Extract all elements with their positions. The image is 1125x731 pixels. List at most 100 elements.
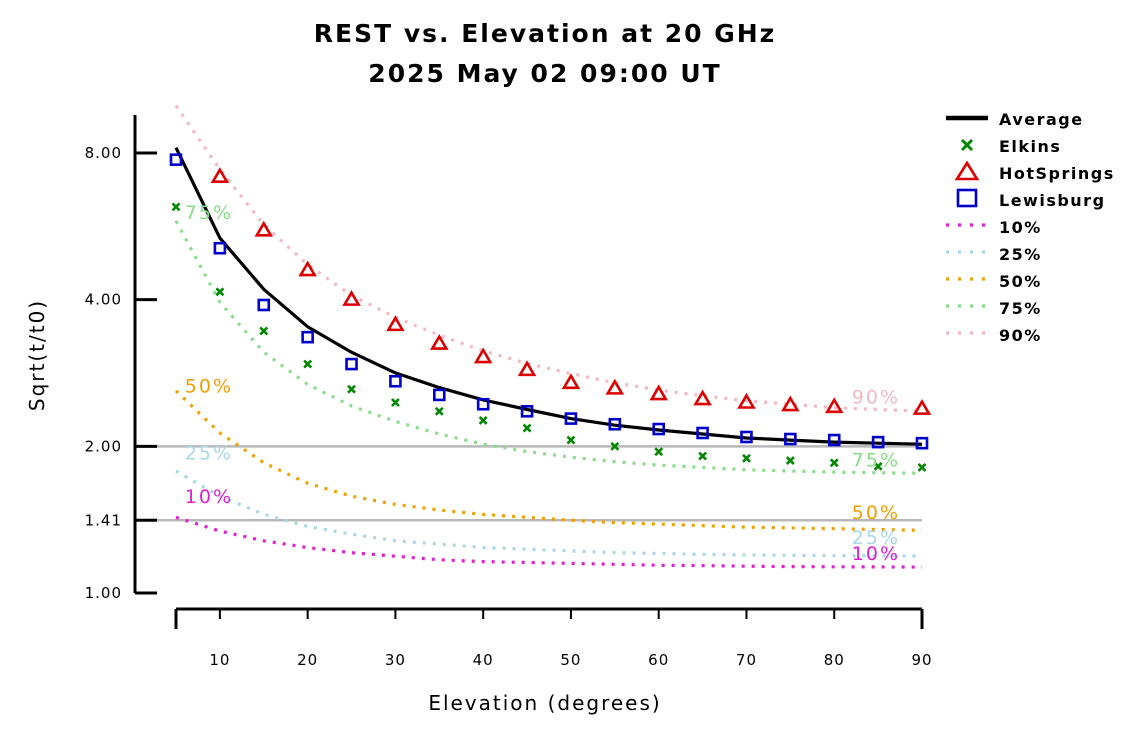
legend-triangle-swatch [954,160,980,181]
y-tick-label: 1.41 [85,511,122,529]
point-elkins [873,461,883,471]
point-lewisburg [696,426,709,440]
legend: Average Elkins HotSprings Lewisburg 10% 25% 50… [946,110,1115,345]
point-lewisburg [345,357,358,371]
legend-label: Lewisburg [999,191,1106,210]
point-hotsprings [386,315,405,332]
legend-square-swatch [956,188,978,208]
legend-label: 25% [999,245,1042,264]
x-tick-label: 30 [385,651,406,669]
point-elkins [303,359,313,369]
curve-label: 50% [852,502,900,524]
y-axis-title: Sqrt(t/t0) [25,299,49,411]
plot-area [169,104,932,569]
y-tick-label: 1.00 [85,584,122,602]
point-lewisburg [740,430,753,444]
point-lewisburg [389,374,402,388]
point-lewisburg [301,330,314,344]
point-elkins [522,423,532,433]
y-tick-label: 8.00 [85,144,122,162]
chart-subtitle: 2025 May 02 09:00 UT [368,59,721,88]
legend-label: 90% [999,326,1042,345]
point-lewisburg [784,432,797,446]
point-lewisburg [432,388,446,402]
point-elkins [478,416,488,425]
x-tick-label: 90 [911,651,932,669]
legend-label: 10% [999,218,1042,237]
x-tick-label: 80 [824,651,845,669]
curve-label: 50% [185,375,233,397]
axes: 1.00 1.41 2.00 4.00 8.00 10 20 30 40 50 60 70 80 90 [85,115,932,669]
point-hotsprings [561,373,581,390]
point-lewisburg [476,397,490,411]
curve-label: 25% [852,527,900,549]
series-50pct [174,389,923,532]
x-tick-label: 40 [473,651,494,669]
y-tick-label: 2.00 [85,437,122,455]
legend-label: 75% [999,299,1042,318]
series-90pct [174,104,923,413]
point-elkins [829,458,839,468]
point-lewisburg [169,153,183,166]
point-lewisburg [915,436,929,450]
legend-label: 50% [999,272,1042,291]
x-tick-label: 70 [736,651,757,669]
point-elkins [171,202,181,212]
point-hotsprings [298,260,317,277]
point-lewisburg [520,404,534,418]
reference-lines [135,445,922,522]
point-lewisburg [652,422,666,436]
point-elkins [259,326,269,336]
point-hotsprings [605,378,625,395]
point-lewisburg [257,298,271,312]
x-tick-label: 20 [297,651,318,669]
point-elkins [698,451,708,461]
point-hotsprings [430,333,449,350]
legend-label: HotSprings [999,164,1115,183]
curve-label: 90% [852,386,900,408]
point-hotsprings [473,347,493,364]
chart-title: REST vs. Elevation at 20 GHz [314,19,776,48]
curve-label: 75% [852,449,900,471]
point-hotsprings [912,399,932,415]
curve-label: 10% [852,543,900,565]
legend-x-swatch [960,138,974,152]
point-elkins [434,406,444,416]
legend-label: Elkins [999,137,1061,156]
curve-label: 10% [185,486,233,508]
point-hotsprings [824,397,844,414]
point-lewisburg [871,435,885,449]
point-elkins [390,398,400,407]
series-average [174,147,923,446]
point-hotsprings [254,220,274,237]
legend-label: Average [999,110,1084,129]
y-tick-label: 4.00 [85,291,122,309]
series-10pct [175,515,923,569]
point-hotsprings [693,389,712,406]
point-elkins [785,456,795,465]
point-elkins [215,287,225,297]
point-elkins [917,463,927,472]
point-lewisburg [827,433,841,447]
point-hotsprings [781,395,800,412]
point-elkins [610,441,620,451]
point-elkins [347,384,356,394]
point-hotsprings [649,384,668,401]
curve-labels: 75%50%25%10%90%75%50%25%10% [185,202,900,565]
series-25pct [175,469,923,558]
point-lewisburg [564,412,578,425]
point-elkins [566,435,576,445]
series-75pct [174,220,923,475]
curve-label: 25% [185,442,233,464]
x-tick-label: 50 [560,651,581,669]
point-hotsprings [210,167,230,184]
x-tick-label: 60 [648,651,669,669]
point-hotsprings [342,290,361,306]
curve-label: 75% [185,202,233,224]
point-lewisburg [213,241,227,255]
point-hotsprings [517,360,537,377]
point-elkins [654,447,664,457]
point-hotsprings [737,392,756,409]
x-tick-label: 10 [209,651,230,669]
